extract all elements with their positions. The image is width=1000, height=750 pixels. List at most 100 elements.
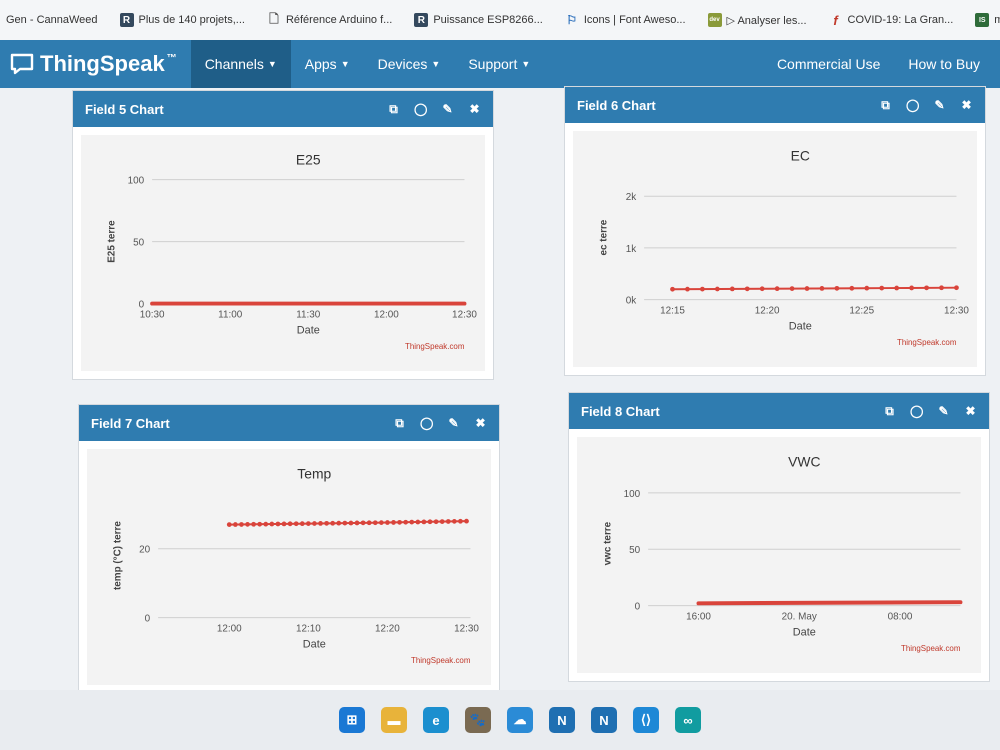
chart-credit: ThingSpeak.com: [897, 338, 957, 347]
data-point: [670, 286, 675, 292]
chart-area: VWC 0 50 100 16:00 20. May 08:00 Date vwc terre T…: [577, 437, 981, 673]
speech-bubble-icon: [10, 53, 34, 75]
nav-apps[interactable]: Apps ▼: [304, 56, 350, 72]
x-tick-label: 12:20: [375, 623, 400, 634]
data-point: [263, 521, 269, 527]
cloud-app-icon[interactable]: ☁: [507, 707, 533, 733]
close-icon[interactable]: ✖: [469, 101, 480, 116]
widget-header: Field 8 Chart ⧉ ◯ ✎ ✖: [569, 393, 989, 429]
y-tick-label: 50: [133, 238, 145, 249]
n-app-icon-2[interactable]: N: [591, 707, 617, 733]
data-point: [849, 285, 855, 291]
chart-credit: ThingSpeak.com: [901, 644, 961, 653]
bookmark-plus-140-projets[interactable]: R Plus de 140 projets,...: [119, 13, 245, 27]
close-icon[interactable]: ✖: [965, 403, 976, 418]
data-point: [318, 521, 323, 526]
data-point: [700, 286, 705, 292]
field-7-chart-widget: Field 7 Chart ⧉ ◯ ✎ ✖ Temp 0 20 12:00 12:10 1…: [78, 404, 500, 694]
data-point: [366, 520, 372, 526]
caret-down-icon: ▼: [431, 59, 441, 69]
y-tick-label: 0: [635, 602, 641, 613]
caret-down-icon: ▼: [340, 59, 350, 69]
nav-channels[interactable]: Channels ▼: [190, 40, 291, 88]
data-point: [251, 521, 256, 527]
data-point: [312, 521, 317, 526]
bookmark-gen-cannaweed[interactable]: Gen - CannaWeed: [6, 14, 98, 26]
data-point: [759, 286, 765, 292]
pencil-icon[interactable]: ✎: [442, 101, 453, 116]
close-icon[interactable]: ✖: [961, 97, 972, 112]
y-axis-label: E25 terre: [106, 220, 117, 263]
widget-tools: ⧉ ◯ ✎ ✖: [879, 98, 973, 113]
gimp-icon[interactable]: 🐾: [465, 707, 491, 733]
r-icon: R: [119, 13, 134, 27]
data-point: [360, 520, 366, 526]
vscode-icon[interactable]: ⟨⟩: [633, 707, 659, 733]
nav-support[interactable]: Support ▼: [468, 56, 531, 72]
pencil-icon[interactable]: ✎: [934, 97, 945, 112]
edge-browser-icon[interactable]: e: [423, 707, 449, 733]
bookmark-analyser[interactable]: dev ▷ Analyser les...: [707, 13, 807, 27]
data-point: [924, 285, 929, 291]
windows-start-icon[interactable]: ⊞: [339, 707, 365, 733]
x-axis-label: Date: [297, 324, 320, 336]
trademark: ™: [166, 53, 177, 64]
nav-devices[interactable]: Devices ▼: [377, 56, 441, 72]
external-link-icon[interactable]: ⧉: [881, 97, 890, 112]
data-point: [445, 519, 451, 524]
comment-icon[interactable]: ◯: [420, 415, 434, 430]
data-point: [378, 520, 384, 526]
data-point: [403, 519, 409, 525]
data-point: [819, 286, 825, 291]
chart-svg: Temp 0 20 12:00 12:10 12:20 12:30 Date temp (°C)…: [112, 466, 479, 665]
field-8-chart-widget: Field 8 Chart ⧉ ◯ ✎ ✖ VWC 0 50 100 16:00 20. …: [568, 392, 990, 682]
r-icon: R: [414, 13, 429, 27]
comment-icon[interactable]: ◯: [414, 101, 428, 116]
data-point: [427, 519, 433, 525]
data-point: [744, 286, 750, 292]
data-point: [433, 519, 439, 525]
close-icon[interactable]: ✖: [475, 415, 486, 430]
data-point: [391, 520, 396, 525]
arduino-icon[interactable]: ∞: [675, 707, 701, 733]
data-point: [342, 520, 348, 526]
bookmark-icons-font-awesome[interactable]: ⚐ Icons | Font Aweso...: [566, 13, 686, 27]
chart-area: E25 0 50 100 10:30 11:00 11:30 12:00 12:30 Date E2…: [81, 135, 485, 371]
widget-title: Field 8 Chart: [581, 403, 660, 419]
y-tick-label: 0: [145, 614, 151, 625]
comment-icon[interactable]: ◯: [910, 403, 924, 418]
bookmark-puissance-esp8266[interactable]: R Puissance ESP8266...: [414, 13, 543, 27]
pencil-icon[interactable]: ✎: [448, 415, 459, 430]
chart-title: Temp: [297, 466, 331, 482]
caret-down-icon: ▼: [521, 59, 531, 69]
data-point: [232, 522, 238, 527]
data-point: [458, 518, 463, 524]
external-link-icon[interactable]: ⧉: [395, 415, 404, 430]
x-tick-label: 12:30: [944, 305, 969, 316]
bookmark-reference-arduino[interactable]: 🗋 Référence Arduino f...: [267, 11, 392, 27]
data-point: [729, 286, 735, 292]
thingspeak-logo[interactable]: ThingSpeak ™: [0, 40, 191, 88]
nav-how-to-buy[interactable]: How to Buy: [908, 56, 980, 72]
data-point: [804, 286, 810, 291]
file-explorer-icon[interactable]: ▬: [381, 707, 407, 733]
pencil-icon[interactable]: ✎: [938, 403, 949, 418]
n-app-icon[interactable]: N: [549, 707, 575, 733]
page-icon: 🗋: [269, 11, 279, 26]
data-point: [330, 520, 336, 526]
data-point: [299, 521, 305, 527]
comment-icon[interactable]: ◯: [906, 97, 920, 112]
external-link-icon[interactable]: ⧉: [885, 403, 894, 418]
bookmark-memory-ma[interactable]: ISmemory-ma: [975, 13, 1000, 27]
external-link-icon[interactable]: ⧉: [389, 101, 398, 116]
data-point: [372, 520, 378, 526]
widget-header: Field 5 Chart ⧉ ◯ ✎ ✖: [73, 91, 493, 127]
chart-area: Temp 0 20 12:00 12:10 12:20 12:30 Date temp (°C)…: [87, 449, 491, 685]
bookmark-covid-19[interactable]: f COVID-19: La Gran...: [829, 13, 953, 28]
x-axis-label: Date: [789, 320, 812, 332]
nav-commercial-use[interactable]: Commercial Use: [776, 56, 881, 72]
chart-svg: VWC 0 50 100 16:00 20. May 08:00 Date vwc terre T…: [602, 454, 963, 653]
data-point: [421, 519, 427, 525]
x-tick-label: 12:20: [755, 305, 780, 316]
data-point: [348, 520, 354, 526]
